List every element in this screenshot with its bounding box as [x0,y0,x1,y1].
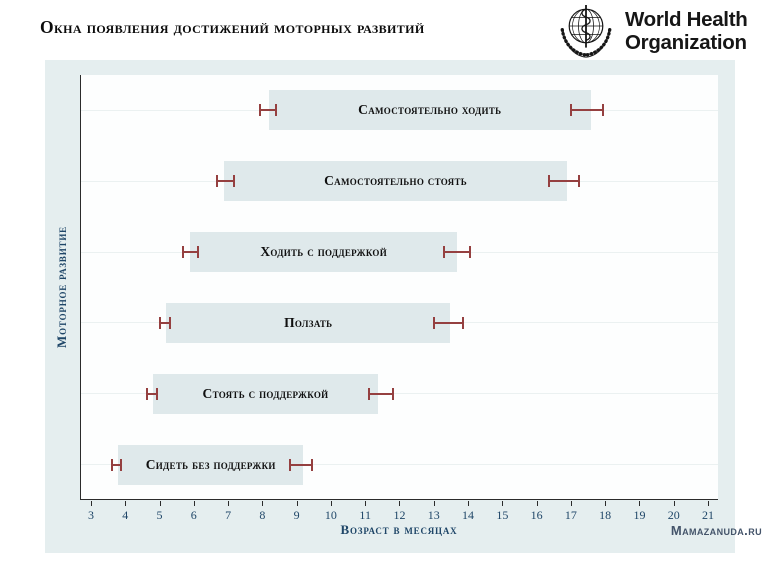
milestone-bar: Ползать [166,302,451,343]
x-tick-label: 5 [156,508,163,522]
right-whisker [433,316,464,329]
x-tick-mark [296,501,298,506]
x-tick-label: 4 [122,508,129,522]
x-tick-mark [570,501,572,506]
milestone-label: Стоять с поддержкой [202,385,329,401]
x-tick-mark [708,501,710,506]
milestone-bar: Самостоятельно ходить [268,90,591,131]
x-tick-label: 10 [324,508,337,522]
who-logo: World Health Organization [556,2,761,60]
who-logo-line1: World Health [625,8,748,31]
x-axis: 3 4 5 6 7 8 9 10 11 12 13 14 15 16 17 18 19 20 21 [81,501,719,543]
x-tick-label: 20 [667,508,680,522]
x-tick-mark [262,501,264,506]
x-tick-label: 21 [702,508,715,522]
milestone-bar: Сидеть без поддержки [118,444,304,485]
x-tick-label: 13 [427,508,440,522]
milestone-bar: Самостоятельно стоять [224,161,567,202]
x-tick-mark [468,501,470,506]
x-tick-label: 8 [259,508,266,522]
x-tick-label: 12 [393,508,406,522]
x-tick-label: 14 [462,508,475,522]
x-tick-label: 16 [530,508,543,522]
x-tick-mark [193,501,195,506]
milestone-bar: Стоять с поддержкой [152,373,379,414]
x-tick-label: 19 [633,508,646,522]
watermark: Mamazanuda.ru [670,523,762,538]
x-tick-label: 3 [87,508,94,522]
left-whisker [159,316,172,329]
left-whisker [111,458,122,471]
plot-area: Самостоятельно ходить Самостоятельно стоя… [80,75,718,500]
x-tick-mark [330,501,332,506]
x-tick-mark [90,501,92,506]
milestone-label: Самостоятельно ходить [358,102,502,118]
left-whisker [258,104,278,117]
x-tick-mark [228,501,230,506]
row-gridline [81,464,718,466]
x-tick-mark [365,501,367,506]
x-tick-mark [536,501,538,506]
who-logo-line2: Organization [625,30,747,54]
page-title: Окна появления достижений моторных разви… [40,17,425,37]
x-tick-mark [639,501,641,506]
milestone-label: Ползать [284,314,333,330]
x-tick-mark [159,501,161,506]
x-tick-label: 18 [599,508,612,522]
x-tick-mark [673,501,675,506]
row-gridline [81,393,718,395]
who-logo-text: World Health Organization [625,8,748,54]
left-whisker [145,387,158,400]
x-tick-label: 6 [190,508,197,522]
x-tick-label: 7 [225,508,232,522]
right-whisker [547,175,581,188]
right-whisker [368,387,394,400]
x-tick-label: 15 [496,508,509,522]
x-tick-mark [433,501,435,506]
milestone-label: Сидеть без поддержки [145,456,276,472]
milestone-bar: Ходить с поддержкой [190,232,458,273]
x-tick-mark [502,501,504,506]
x-tick-label: 17 [564,508,577,522]
x-tick-mark [605,501,607,506]
right-whisker [443,246,472,259]
left-whisker [215,175,235,188]
x-tick-label: 9 [293,508,300,522]
x-tick-mark [399,501,401,506]
right-whisker [289,458,314,471]
milestone-label: Самостоятельно стоять [324,173,467,189]
left-whisker [181,246,199,259]
milestone-label: Ходить с поддержкой [260,244,388,260]
x-tick-mark [125,501,127,506]
y-axis-label: Моторное развитие [54,226,69,348]
right-whisker [570,104,605,117]
x-tick-label: 11 [359,508,371,522]
who-emblem-icon [560,5,612,58]
x-axis-label: Возраст в месяцах [340,522,458,537]
